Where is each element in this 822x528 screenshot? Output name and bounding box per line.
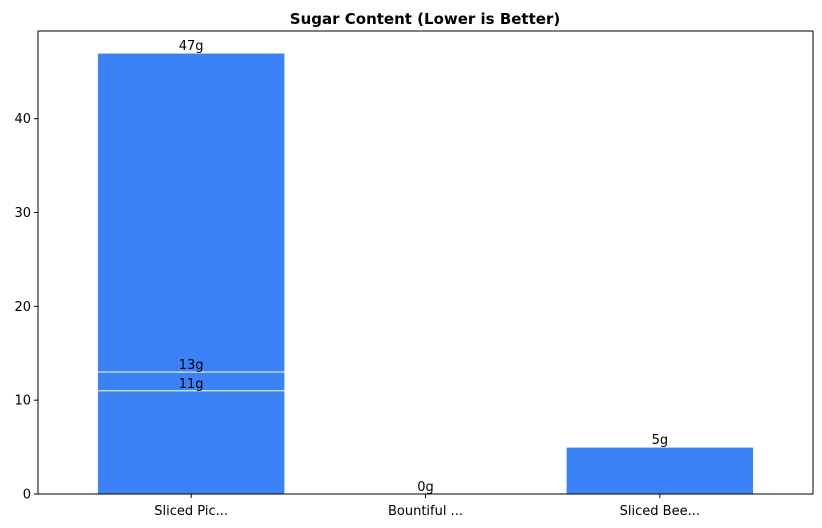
y-tick-label-2: 20 (14, 300, 31, 315)
y-tick-label-0: 0 (23, 488, 31, 503)
y-tick-label-4: 40 (14, 112, 31, 127)
bar-4 (565, 446, 755, 495)
x-tick-label-0: Sliced Pic... (154, 504, 228, 519)
data-label-1: 13g (179, 358, 204, 373)
chart-title: Sugar Content (Lower is Better) (290, 10, 560, 28)
data-label-2: 11g (179, 377, 204, 392)
y-tick-label-3: 30 (14, 206, 31, 221)
data-label-3: 0g (417, 480, 434, 495)
data-label-4: 5g (652, 433, 669, 448)
y-tick-label-1: 10 (14, 394, 31, 409)
x-tick-label-2: Sliced Bee... (620, 504, 700, 519)
x-axis: Sliced Pic... Bountiful ... Sliced Bee... (154, 494, 700, 519)
x-tick-label-1: Bountiful ... (388, 504, 463, 519)
y-axis: 0 10 20 30 40 (14, 112, 38, 503)
data-label-0: 47g (179, 39, 204, 54)
bars-layer (96, 52, 755, 495)
data-labels: 47g 13g 11g 0g 5g (179, 39, 668, 495)
bar-2 (96, 390, 286, 495)
